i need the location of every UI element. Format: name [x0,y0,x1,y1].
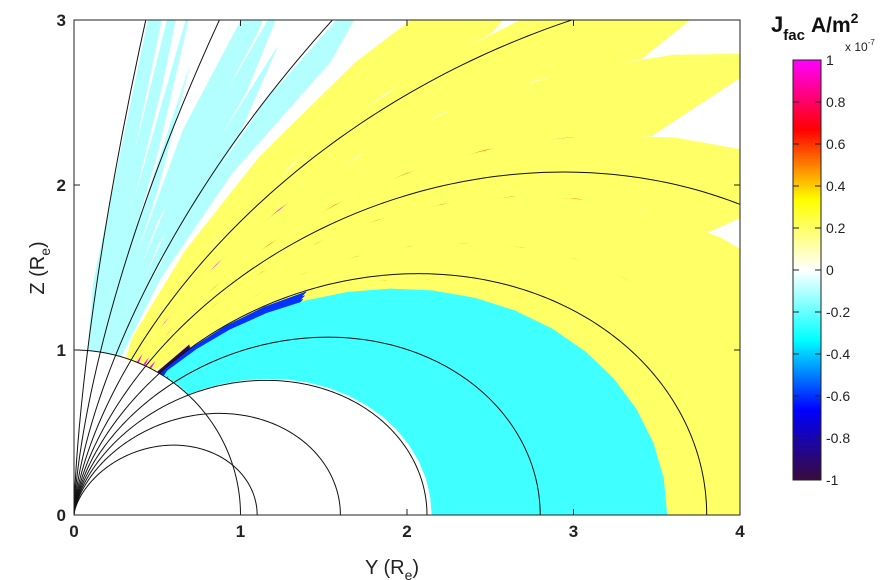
heatmap-cell [260,291,307,312]
field-line [74,273,708,515]
field-line [74,412,341,515]
colorbar-title: Jfac A/m2 [771,10,859,44]
field-line [74,171,740,515]
heatmap-cell [430,495,452,515]
colorbar-tick-label: -0.4 [826,346,850,362]
heatmap-cell [259,295,305,315]
heatmap-cell [671,281,740,340]
field-line [74,379,428,515]
heatmap-cell [550,484,587,515]
earth-interior [74,350,241,515]
heatmap-cell [494,489,524,515]
x-axis-label: Y (Re) [365,557,419,580]
field-line [74,20,220,515]
colorbar-tick-label: 0.8 [826,94,846,110]
heatmap-cell [520,487,554,515]
heatmap-cell [711,330,740,373]
field-line [74,20,574,515]
heatmap-cell [583,481,625,515]
colorbar-tick-label: 0.2 [826,220,846,236]
heatmap-cell [449,493,474,515]
heatmap-cell [470,491,498,515]
x-axis-ticks: 0 1 2 3 4 [69,20,745,541]
y-tick-label: 0 [57,506,66,525]
heatmap-cell [384,20,504,95]
field-line [74,444,258,515]
field-line [74,336,541,515]
heatmap-cell [625,237,740,306]
heatmap-cell [84,20,162,393]
heatmap-cell [158,46,278,264]
x-tick-label: 1 [236,522,245,541]
heatmap-cell [566,53,740,138]
heatmap-cell [688,471,740,515]
colorbar-tick-label: -0.8 [826,430,850,446]
y-tick-label: 3 [57,11,66,30]
y-tick-label: 1 [57,341,66,360]
heatmap-cell [644,159,740,233]
heatmap-cell [538,20,691,80]
colorbar-multiplier: x 10-7 [845,38,875,54]
y-axis-ticks: 0 1 2 3 [57,11,740,525]
colorbar-units-sup: 2 [851,10,859,26]
colorbar-title-sub: fac [783,27,805,44]
field-lines [74,20,740,515]
x-tick-label: 4 [735,522,745,541]
heatmap-cell [657,383,740,437]
colorbar-tick-label: 0.6 [826,136,846,152]
colorbar-tick-label: -0.6 [826,388,850,404]
colorbar-tick-label: 0.4 [826,178,846,194]
field-line [74,20,334,515]
y-axis-label: Z (Re) [27,241,53,294]
x-tick-label: 0 [69,522,78,541]
colorbar-ticks: 1 0.8 0.6 0.4 0.2 0 -0.2 -0.4 -0.6 -0.8 -1 [793,52,850,488]
heatmap-cell [292,20,440,164]
x-tick-label: 2 [402,522,411,541]
colorbar-tick-label: 1 [826,52,834,68]
colorbar-tick-label: -1 [826,472,839,488]
colorbar: 1 0.8 0.6 0.4 0.2 0 -0.2 -0.4 -0.6 -0.8 -1 Jfac A/m… [771,10,875,488]
colorbar-multiplier-exp: -7 [868,38,876,47]
earth-surface [74,349,241,515]
x-axis-label-sub: e [405,567,413,580]
heatmap-cell [231,20,355,174]
y-tick-label: 2 [57,176,66,195]
heatmap-cell [156,20,263,223]
colorbar-tick-label: 0 [826,262,834,278]
heatmap-cell [620,478,668,515]
heatmap-cell [157,20,276,246]
x-tick-label: 3 [569,522,578,541]
colorbar-tick-label: -0.2 [826,304,850,320]
heatmap-cell [577,137,740,211]
heatmap-cell [631,343,740,401]
y-axis-label-sub: e [37,248,53,256]
